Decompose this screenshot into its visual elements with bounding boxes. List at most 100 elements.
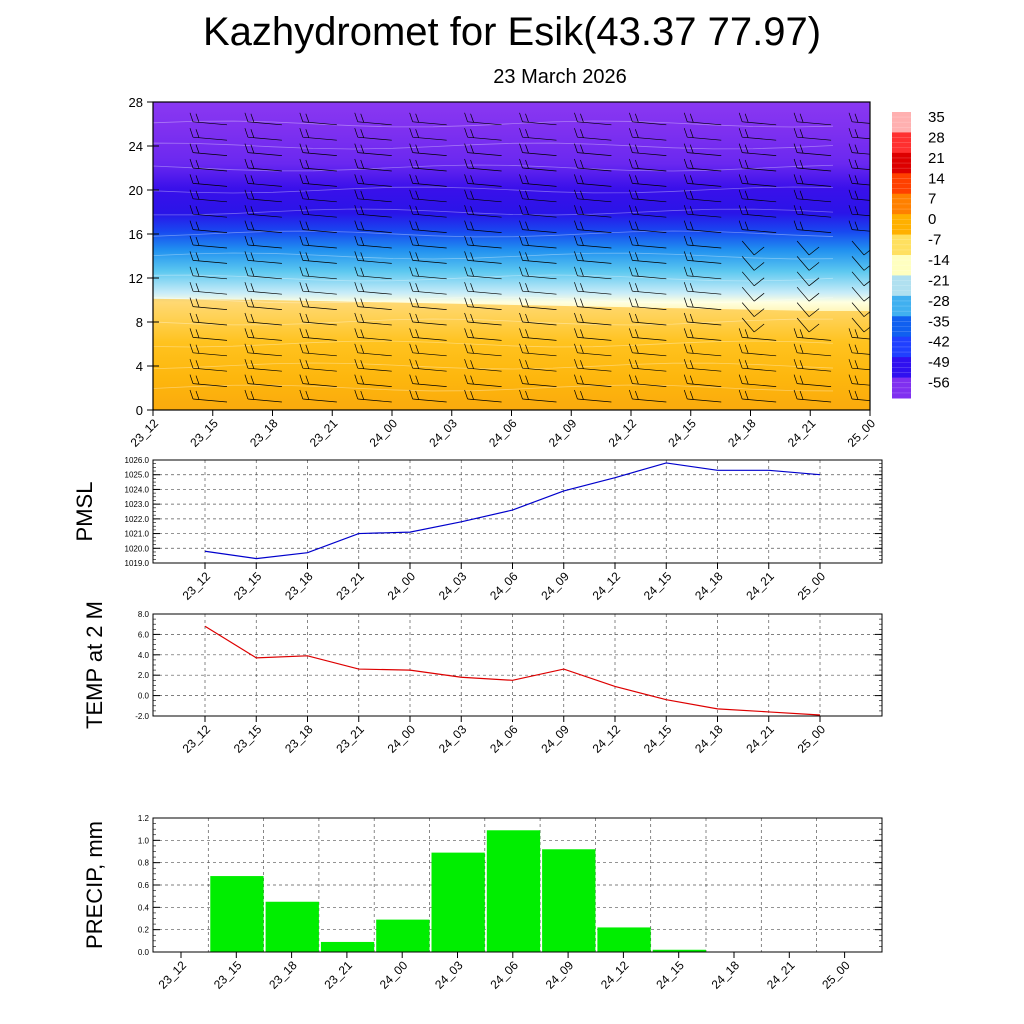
isotherm-contour: [153, 274, 834, 282]
wind-barb: [354, 143, 392, 156]
wind-barb: [683, 158, 722, 172]
wind-barb: [244, 128, 282, 141]
x-tick-label: 24_21: [743, 722, 777, 756]
wind-barb: [574, 235, 612, 249]
x-tick-label: 24_15: [641, 722, 675, 756]
wind-barb: [354, 128, 392, 141]
wind-barb: [299, 282, 337, 295]
wind-barb: [409, 189, 447, 203]
colorbar-label: -42: [928, 334, 950, 351]
wind-barb: [851, 317, 870, 333]
wind-barb: [793, 112, 832, 126]
wind-barb: [409, 297, 447, 310]
wind-barb: [629, 174, 667, 187]
x-tick-label: 24_18: [692, 722, 726, 756]
panel-frame: [152, 817, 883, 953]
wind-barb: [574, 220, 612, 233]
x-tick-label: 23_18: [247, 416, 281, 450]
wind-barb: [793, 128, 832, 141]
wind-barb: [574, 374, 612, 387]
x-tick-label: 23_15: [187, 416, 221, 450]
cross-section-panel: 0 4 8 12 16 20 24 28 23_12 23_15 23_18 23_21 24_00 24…: [128, 95, 879, 450]
wind-barb: [354, 220, 392, 233]
x-tick-label: 24_09: [543, 958, 577, 992]
wind-barb: [741, 302, 765, 317]
wind-barb: [848, 343, 870, 355]
wind-barb: [409, 143, 447, 156]
wind-barb: [354, 235, 392, 249]
wind-barb: [299, 189, 337, 203]
wind-barb: [409, 359, 447, 372]
warm-layer: [153, 298, 870, 410]
wind-barb: [683, 235, 722, 249]
wind-barb: [189, 389, 228, 403]
wind-barb: [848, 174, 870, 186]
x-tick-label: 24_06: [487, 722, 521, 756]
wind-barb: [244, 389, 282, 403]
wind-barb: [464, 328, 502, 341]
wind-barb: [409, 235, 447, 249]
wind-barb: [848, 189, 870, 201]
precip-bar: [320, 941, 375, 952]
wind-barb: [629, 251, 667, 264]
y-tick-label: 4.0: [138, 651, 150, 660]
wind-barb: [244, 282, 282, 295]
x-tick-label: 23_12: [180, 722, 214, 756]
colorbar-label: -7: [928, 232, 941, 249]
y-tick-label: 0.8: [138, 859, 150, 868]
x-tick-label: 24_06: [486, 416, 520, 450]
wind-barb: [244, 143, 282, 156]
wind-barb: [244, 158, 282, 172]
colorbar-swatch: [892, 377, 911, 399]
wind-barb: [244, 174, 282, 187]
panel-frame: [152, 613, 883, 717]
wind-barb: [299, 374, 337, 387]
x-tick-label: 25_00: [795, 569, 829, 603]
page-title: Kazhydromet for Esik(43.37 77.97): [202, 10, 822, 54]
y-tick-label: 12: [129, 271, 143, 286]
wind-barb: [354, 374, 392, 387]
x-tick-label: 23_18: [282, 722, 316, 756]
wind-barb: [738, 205, 777, 218]
wind-barb: [519, 282, 557, 295]
y-axis-title: PMSL: [72, 482, 97, 542]
colorbar: 35 28 21 14 7 0 -7 -14 -21 -28 -35 -42 -49 -56: [892, 109, 950, 399]
wind-barb: [519, 189, 557, 203]
wind-barb: [683, 328, 722, 341]
colorbar-swatch: [892, 112, 911, 133]
x-tick-label: 23_15: [231, 569, 265, 603]
x-tick-label: 25_00: [819, 958, 853, 992]
wind-barb: [519, 374, 557, 387]
wind-barb: [464, 312, 502, 326]
wind-barb: [244, 328, 282, 341]
wind-barb: [851, 302, 870, 317]
wind-barb: [409, 328, 447, 341]
wind-barb: [519, 359, 557, 372]
wind-barb: [796, 286, 820, 302]
wind-barb: [189, 189, 228, 203]
wind-barb: [519, 112, 557, 126]
y-tick-label: 8.0: [138, 610, 150, 619]
x-tick-label: 24_12: [598, 958, 632, 992]
wind-barb: [299, 158, 337, 172]
wind-barb: [848, 374, 870, 386]
wind-barb: [629, 143, 667, 156]
wind-barb: [796, 240, 820, 256]
x-tick-label: 24_12: [590, 722, 624, 756]
x-tick-label: 23_21: [333, 722, 367, 756]
wind-barb: [851, 286, 870, 302]
wind-barb: [354, 266, 392, 280]
wind-barb: [519, 158, 557, 172]
wind-barb: [848, 220, 870, 232]
y-tick-label: 1022.0: [125, 515, 150, 524]
wind-barb: [519, 220, 557, 233]
y-axis-title: TEMP at 2 M: [82, 601, 107, 729]
wind-barb: [409, 282, 447, 295]
wind-barb: [683, 220, 722, 233]
wind-barb: [189, 205, 228, 218]
wind-barb: [683, 143, 722, 156]
wind-barb: [793, 174, 832, 187]
wind-barb: [354, 174, 392, 187]
wind-barb: [629, 235, 667, 249]
isotherm-contour: [153, 384, 834, 392]
